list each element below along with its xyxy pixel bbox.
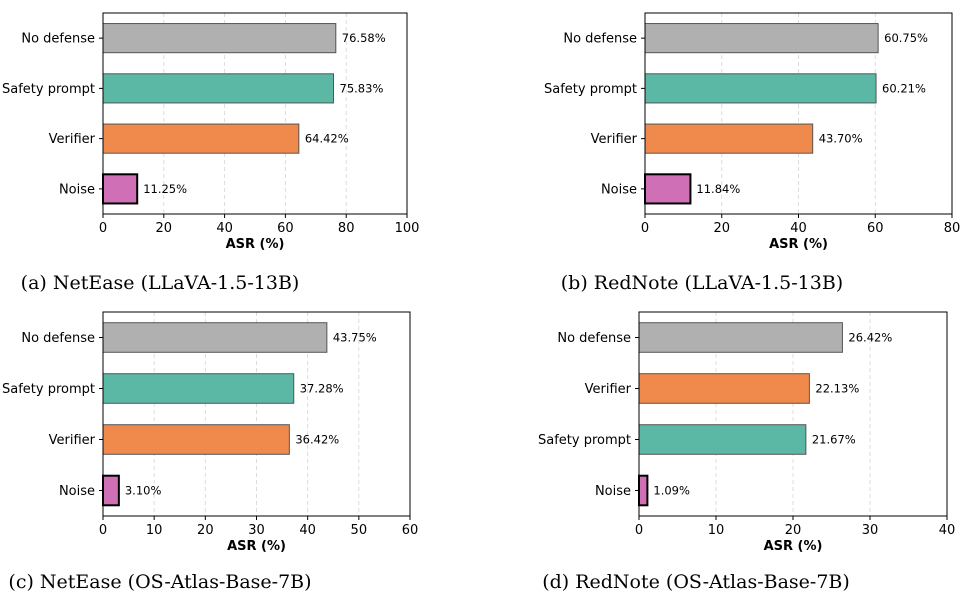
bar-verifier bbox=[102, 424, 290, 455]
data-label: 26.42% bbox=[848, 331, 892, 345]
bar-noise bbox=[102, 474, 120, 507]
category-label: Noise bbox=[595, 484, 631, 499]
data-label: 3.10% bbox=[125, 484, 162, 498]
bar-no-defense bbox=[102, 322, 328, 353]
x-axis-label: ASR (%) bbox=[226, 237, 285, 252]
data-label: 36.42% bbox=[295, 433, 339, 447]
x-tick-label: 10 bbox=[708, 523, 725, 538]
x-tick-label: 30 bbox=[862, 523, 879, 538]
panel-caption: (c) NetEase (OS-Atlas-Base-7B) bbox=[8, 571, 311, 593]
panel-caption: (a) NetEase (LLaVA-1.5-13B) bbox=[21, 272, 300, 294]
x-tick-label: 100 bbox=[395, 221, 420, 236]
bar-no-defense bbox=[638, 322, 843, 353]
bar-safety-prompt bbox=[102, 73, 335, 104]
panel-caption: (d) RedNote (OS-Atlas-Base-7B) bbox=[542, 571, 850, 593]
x-tick-label: 40 bbox=[939, 523, 956, 538]
bar-noise bbox=[644, 173, 692, 205]
x-tick-label: 0 bbox=[641, 221, 649, 236]
category-label: Verifier bbox=[49, 433, 96, 448]
x-tick-label: 40 bbox=[299, 523, 316, 538]
chart-panel-d: 26.42% No defense 22.13% Verifier 21.67% Safe… bbox=[538, 311, 956, 593]
category-label: No defense bbox=[21, 331, 95, 346]
bar-verifier bbox=[638, 373, 810, 404]
category-label: No defense bbox=[563, 32, 637, 47]
x-tick-label: 50 bbox=[351, 523, 368, 538]
bar-noise bbox=[638, 474, 649, 507]
x-axis-label: ASR (%) bbox=[227, 539, 286, 554]
category-label: Safety prompt bbox=[544, 82, 637, 97]
category-label: Verifier bbox=[49, 132, 96, 147]
x-tick-label: 0 bbox=[99, 221, 107, 236]
x-tick-label: 30 bbox=[248, 523, 265, 538]
x-axis-label: ASR (%) bbox=[769, 237, 828, 252]
data-label: 76.58% bbox=[342, 31, 386, 45]
data-label: 11.25% bbox=[143, 182, 187, 196]
bar-safety-prompt bbox=[644, 73, 877, 104]
data-label: 60.75% bbox=[884, 31, 928, 45]
data-label: 43.70% bbox=[819, 132, 863, 146]
data-label: 75.83% bbox=[340, 81, 384, 95]
x-tick-label: 0 bbox=[99, 523, 107, 538]
category-label: Verifier bbox=[591, 132, 638, 147]
data-label: 64.42% bbox=[305, 132, 349, 146]
bar-safety-prompt bbox=[102, 373, 295, 404]
panel-caption: (b) RedNote (LLaVA-1.5-13B) bbox=[561, 272, 843, 294]
data-label: 21.67% bbox=[812, 433, 856, 447]
x-tick-label: 10 bbox=[146, 523, 163, 538]
bar-no-defense bbox=[102, 23, 337, 54]
x-tick-label: 60 bbox=[277, 221, 294, 236]
data-label: 1.09% bbox=[653, 484, 690, 498]
x-axis-label: ASR (%) bbox=[764, 539, 823, 554]
chart-panel-a: 76.58% No defense 75.83% Safety prompt 64.42… bbox=[2, 12, 420, 294]
x-tick-label: 60 bbox=[867, 221, 884, 236]
data-label: 11.84% bbox=[696, 182, 740, 196]
category-label: Safety prompt bbox=[538, 433, 631, 448]
category-label: Safety prompt bbox=[2, 382, 95, 397]
x-tick-label: 80 bbox=[944, 221, 961, 236]
x-tick-label: 60 bbox=[402, 523, 419, 538]
chart-panel-c: 43.75% No defense 37.28% Safety prompt 36.42… bbox=[2, 311, 419, 593]
category-label: Safety prompt bbox=[2, 82, 95, 97]
data-label: 43.75% bbox=[333, 331, 377, 345]
category-label: No defense bbox=[557, 331, 631, 346]
chart-panel-b: 60.75% No defense 60.21% Safety prompt 43.70… bbox=[544, 12, 961, 294]
category-label: Noise bbox=[59, 182, 95, 197]
x-tick-label: 40 bbox=[216, 221, 233, 236]
x-tick-label: 20 bbox=[785, 523, 802, 538]
category-label: Verifier bbox=[585, 382, 632, 397]
x-tick-label: 0 bbox=[635, 523, 643, 538]
category-label: Noise bbox=[601, 182, 637, 197]
category-label: Noise bbox=[59, 484, 95, 499]
bar-verifier bbox=[644, 123, 814, 154]
category-label: No defense bbox=[21, 32, 95, 47]
bar-safety-prompt bbox=[638, 424, 807, 455]
x-tick-label: 20 bbox=[713, 221, 730, 236]
bar-verifier bbox=[102, 123, 300, 154]
data-label: 60.21% bbox=[882, 81, 926, 95]
data-label: 22.13% bbox=[815, 382, 859, 396]
plot-frame bbox=[102, 12, 408, 215]
x-tick-label: 20 bbox=[156, 221, 173, 236]
x-tick-label: 40 bbox=[790, 221, 807, 236]
x-tick-label: 20 bbox=[197, 523, 214, 538]
bar-no-defense bbox=[644, 23, 879, 54]
bar-noise bbox=[102, 173, 139, 205]
data-label: 37.28% bbox=[300, 382, 344, 396]
x-tick-label: 80 bbox=[338, 221, 355, 236]
